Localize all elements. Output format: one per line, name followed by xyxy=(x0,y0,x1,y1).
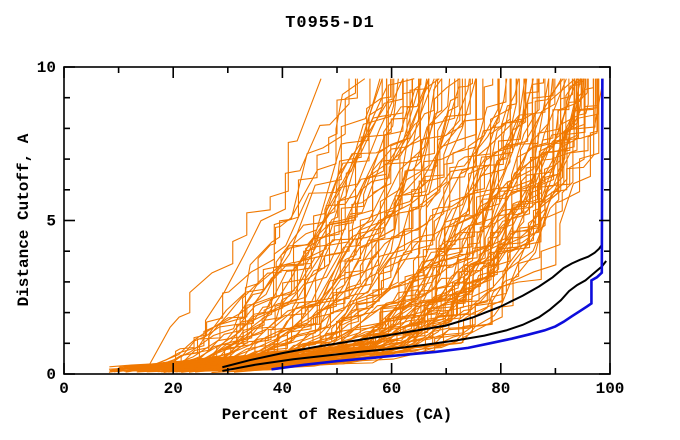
x-axis-label: Percent of Residues (CA) xyxy=(221,406,453,424)
ensemble-curve xyxy=(144,78,451,370)
ensemble-curve xyxy=(116,78,415,372)
ensemble-curve xyxy=(184,78,584,370)
ensemble-curve xyxy=(160,78,366,370)
x-tick-label: 20 xyxy=(164,380,183,398)
highlighted-model-2-curve xyxy=(222,260,607,372)
ensemble-curve xyxy=(162,78,350,370)
y-tick-label: 5 xyxy=(46,213,56,231)
x-tick-label: 100 xyxy=(596,380,625,398)
ensemble-curve xyxy=(214,78,471,371)
highlighted-curves xyxy=(222,78,607,372)
ensemble-curve xyxy=(119,78,564,372)
ensemble-curve xyxy=(142,78,322,369)
x-tick-label: 60 xyxy=(382,380,401,398)
ensemble-curve xyxy=(125,78,404,373)
y-tick-label: 0 xyxy=(46,366,56,384)
ensemble-curve xyxy=(180,78,443,368)
ensemble-curve xyxy=(137,78,562,373)
highlighted-model-1-curve xyxy=(222,245,603,369)
best-model-blue-curve xyxy=(271,78,604,371)
ensemble-curve xyxy=(161,78,395,371)
ensemble-curve xyxy=(108,78,597,370)
ensemble-curve xyxy=(125,78,440,372)
x-tick-label: 80 xyxy=(491,380,510,398)
axis-frame: 0 20 40 60 80 100 0 5 10 xyxy=(37,59,625,398)
ensemble-curve xyxy=(181,78,383,370)
ensemble-curve xyxy=(179,78,437,373)
x-tick-label: 0 xyxy=(59,380,69,398)
ensemble-curve xyxy=(138,78,540,369)
ensemble-curve xyxy=(250,78,570,371)
y-tick-label: 10 xyxy=(37,59,56,77)
plot-title: T0955-D1 xyxy=(285,14,375,33)
ensemble-curve xyxy=(181,78,383,368)
ensemble-curve xyxy=(250,78,550,369)
ensemble-curve xyxy=(175,78,371,368)
ensemble-curve xyxy=(150,78,358,371)
ensemble-curves xyxy=(108,78,604,374)
x-tick-label: 40 xyxy=(273,380,292,398)
ensemble-curve xyxy=(172,78,392,368)
ensemble-curve xyxy=(218,78,583,372)
ensemble-curve xyxy=(134,78,565,371)
